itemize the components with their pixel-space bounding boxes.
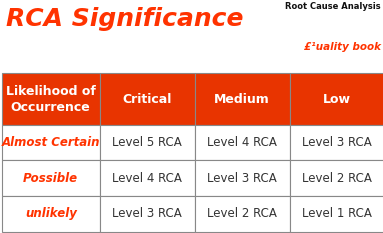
Text: Almost Certain: Almost Certain [2,136,100,149]
Text: £¹uality book: £¹uality book [304,42,381,52]
Bar [195,196,290,232]
Text: Level 2 RCA: Level 2 RCA [302,172,372,185]
Text: RCA Significance: RCA Significance [6,7,243,31]
Text: Level 3 RCA: Level 3 RCA [112,207,182,220]
Bar [290,160,383,196]
Text: Level 3 RCA: Level 3 RCA [207,172,277,185]
Text: Likelihood of
Occurrence: Likelihood of Occurrence [6,85,96,113]
Text: Level 4 RCA: Level 4 RCA [112,172,182,185]
Bar [195,73,290,125]
Text: Root Cause Analysis: Root Cause Analysis [285,2,381,11]
Text: Level 3 RCA: Level 3 RCA [302,136,372,149]
Bar [290,73,383,125]
Bar [100,160,195,196]
Text: Possible: Possible [23,172,78,185]
Text: Low: Low [323,93,351,106]
Bar [2,125,100,160]
Text: Level 2 RCA: Level 2 RCA [207,207,277,220]
Bar [290,125,383,160]
Bar [195,160,290,196]
Text: Critical: Critical [123,93,172,106]
Text: Level 5 RCA: Level 5 RCA [112,136,182,149]
Bar [2,73,100,125]
Text: Level 1 RCA: Level 1 RCA [302,207,372,220]
Text: Level 4 RCA: Level 4 RCA [207,136,277,149]
Bar [290,196,383,232]
Text: unlikely: unlikely [25,207,77,220]
Bar [2,196,100,232]
Bar [195,125,290,160]
Bar [100,73,195,125]
Text: Medium: Medium [214,93,270,106]
Bar [100,125,195,160]
Bar [2,160,100,196]
Bar [100,196,195,232]
